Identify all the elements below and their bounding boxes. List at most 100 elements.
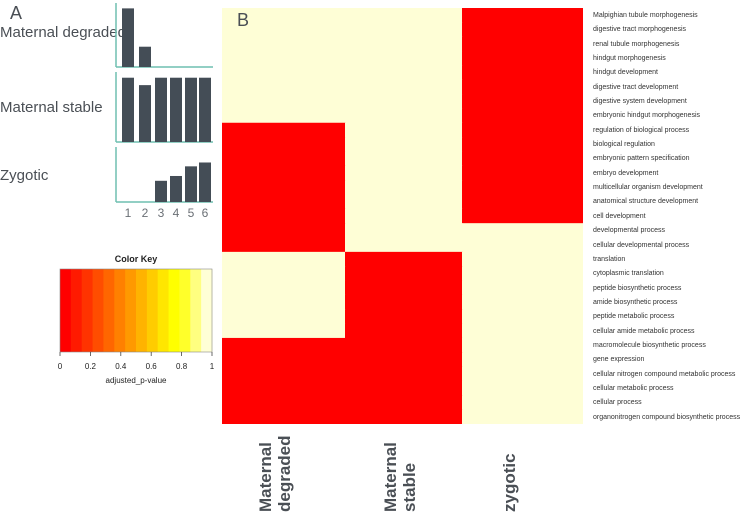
bar <box>170 77 182 142</box>
heatmap-cell <box>462 194 583 210</box>
heatmap-cell <box>222 409 346 424</box>
color-key-band <box>125 269 137 352</box>
row-label: developmental process <box>593 227 665 235</box>
heatmap-cell <box>345 409 463 424</box>
color-key-tick-label: 0.2 <box>84 362 96 371</box>
panel-b-label: B <box>237 10 250 30</box>
heatmap-cell <box>462 237 583 253</box>
series-label-zygotic: Zygotic <box>0 167 49 184</box>
heatmap-cell <box>462 8 583 23</box>
x-tick-label: 2 <box>141 206 149 220</box>
color-key-xlabel: adjusted_p-value <box>105 376 167 385</box>
color-key-band <box>70 269 83 352</box>
heatmap-cell <box>222 122 346 138</box>
heatmap-cell <box>462 208 583 224</box>
color-key-band <box>81 269 94 352</box>
heatmap-cell <box>345 337 463 353</box>
row-label: cellular metabolic process <box>593 384 674 392</box>
heatmap-cell <box>462 380 583 396</box>
heatmap-cell <box>462 65 583 81</box>
heatmap-cell <box>345 79 463 95</box>
row-label: cellular nitrogen compound metabolic pro… <box>593 370 736 378</box>
heatmap-cell <box>462 79 583 95</box>
heatmap-cell <box>345 137 463 152</box>
heatmap-cell <box>345 151 463 167</box>
heatmap-cell <box>345 280 463 296</box>
bar <box>122 8 134 68</box>
color-key-band <box>146 269 159 352</box>
row-label: regulation of biological process <box>593 126 690 134</box>
color-key-title: Color Key <box>114 254 158 264</box>
heatmap-cell <box>345 22 463 38</box>
heatmap-cell <box>462 122 583 138</box>
row-label: biological regulation <box>593 141 655 149</box>
heatmap-cell <box>222 108 346 124</box>
heatmap-cell <box>222 22 346 38</box>
row-label: embryo development <box>593 169 659 177</box>
series-label-maternal-stable: Maternal stable <box>0 99 103 116</box>
bar <box>155 180 167 202</box>
row-label: cellular process <box>593 399 642 407</box>
row-label: Malpighian tubule morphogenesis <box>593 12 698 19</box>
heatmap-cell <box>222 323 346 339</box>
heatmap-cell <box>462 323 583 339</box>
column-label-line: zygotic <box>500 453 519 512</box>
color-key-tick-label: 0.6 <box>145 362 157 371</box>
heatmap <box>222 8 583 424</box>
heatmap-cell <box>345 94 463 109</box>
bar <box>199 77 211 142</box>
x-tick-label: 6 <box>201 206 209 220</box>
heatmap-cell <box>222 36 346 52</box>
heatmap-cell <box>345 194 463 210</box>
heatmap-cell <box>345 294 463 310</box>
color-key-band <box>179 269 191 352</box>
heatmap-cell <box>462 36 583 52</box>
bar <box>170 175 182 202</box>
bar <box>139 85 151 142</box>
row-label: anatomical structure development <box>593 198 699 206</box>
heatmap-cell <box>345 180 463 195</box>
panel-a-label: A <box>10 3 23 23</box>
heatmap-cell <box>222 223 346 239</box>
heatmap-cell <box>345 8 463 23</box>
bar <box>122 77 134 142</box>
heatmap-cell <box>345 108 463 124</box>
heatmap-cell <box>222 280 346 296</box>
color-key-border <box>59 268 213 353</box>
heatmap-cell <box>345 122 463 138</box>
heatmap-cell <box>222 8 346 23</box>
heatmap-cell <box>462 309 583 325</box>
heatmap-cell <box>222 395 346 411</box>
row-label: gene expression <box>593 356 645 364</box>
heatmap-cell <box>345 366 463 382</box>
heatmap-cell <box>462 51 583 66</box>
heatmap-cell <box>222 337 346 353</box>
column-label: zygotic <box>500 453 519 512</box>
row-label: hindgut development <box>593 69 658 77</box>
heatmap-cell <box>462 151 583 167</box>
color-key <box>59 268 213 356</box>
row-label: multicellular organism development <box>593 184 703 192</box>
heatmap-cell <box>222 294 346 310</box>
column-label-line: stable <box>400 462 419 512</box>
row-label: macromolecule biosynthetic process <box>593 341 706 349</box>
color-key-band <box>157 269 170 352</box>
heatmap-cell <box>462 165 583 181</box>
heatmap-cell <box>462 409 583 424</box>
heatmap-cell <box>345 395 463 411</box>
heatmap-cell <box>462 337 583 353</box>
row-label: amide biosynthetic process <box>593 298 678 306</box>
heatmap-cell <box>462 94 583 109</box>
bar <box>199 162 211 202</box>
heatmap-cell <box>222 309 346 325</box>
heatmap-cell <box>222 251 346 267</box>
heatmap-cell <box>462 223 583 239</box>
heatmap-cell <box>462 352 583 368</box>
heatmap-cell <box>462 266 583 282</box>
heatmap-cell <box>345 223 463 239</box>
heatmap-cell <box>345 323 463 339</box>
heatmap-cell <box>345 251 463 267</box>
row-label: embryonic pattern specification <box>593 155 690 163</box>
color-key-tick-label: 0.4 <box>115 362 127 371</box>
